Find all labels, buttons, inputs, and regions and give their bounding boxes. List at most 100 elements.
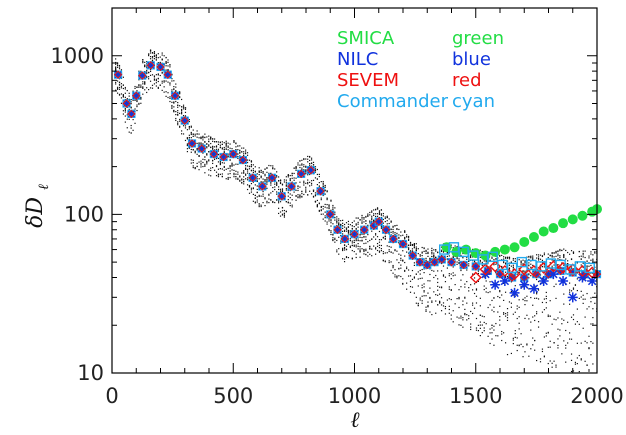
scatter-dot [336, 221, 338, 223]
scatter-dot [373, 213, 375, 215]
scatter-dot [277, 200, 280, 202]
scatter-dot [456, 316, 458, 318]
scatter-dot [202, 137, 204, 139]
curve-point-sevem [127, 109, 136, 119]
scatter-dot [124, 108, 126, 110]
scatter-dot [246, 161, 249, 164]
legend-color-label: red [452, 70, 482, 91]
scatter-dot [334, 217, 336, 219]
curve-point-nilc [423, 260, 432, 269]
scatter-dot [532, 257, 534, 259]
scatter-dot [332, 237, 334, 239]
scatter-dot [390, 251, 392, 253]
scatter-dot [285, 187, 287, 190]
scatter-dot [440, 249, 443, 251]
scatter-dot [516, 344, 518, 346]
scatter-dot [357, 221, 359, 224]
scatter-dot [582, 327, 584, 329]
scatter-dot [204, 165, 206, 167]
scatter-dot [586, 260, 588, 262]
scatter-dot [520, 264, 522, 266]
scatter-dot [124, 86, 126, 89]
scatter-dot [355, 239, 357, 242]
scatter-dot [580, 358, 582, 360]
scatter-dot [495, 271, 497, 273]
scatter-dot [309, 165, 311, 167]
scatter-dot [281, 184, 284, 186]
scatter-dot [206, 161, 208, 163]
scatter-dot [310, 184, 313, 186]
scatter-dot [433, 254, 435, 256]
point-smica [528, 232, 539, 243]
scatter-dot [326, 197, 328, 199]
scatter-dot [314, 166, 317, 168]
scatter-dot [421, 287, 423, 289]
scatter-dot [406, 236, 408, 238]
curve-point-nilc [219, 152, 228, 161]
scatter-dot [277, 180, 280, 182]
scatter-dot [188, 128, 190, 130]
scatter-dot [582, 298, 584, 300]
scatter-dot [262, 190, 264, 193]
scatter-dot [503, 261, 505, 264]
scatter-dot [285, 181, 287, 183]
scatter-dot [435, 312, 437, 314]
scatter-dot [213, 138, 216, 140]
scatter-dot [421, 246, 423, 249]
scatter-dot [493, 306, 495, 308]
curve-point-sevem [389, 234, 398, 244]
scatter-dot [359, 233, 361, 236]
scatter-dot [499, 255, 501, 257]
scatter-dot [266, 167, 268, 169]
scatter-dot [473, 307, 476, 309]
scatter-dot [357, 245, 359, 247]
scatter-dot [355, 246, 357, 248]
scatter-dot [536, 254, 538, 256]
scatter-dot [276, 171, 278, 173]
scatter-dot [330, 200, 332, 202]
scatter-dot [567, 263, 569, 265]
scatter-dot [392, 230, 394, 233]
scatter-dot [357, 226, 359, 228]
scatter-dot [355, 217, 357, 219]
scatter-dot [396, 224, 398, 227]
scatter-dot [549, 315, 551, 317]
scatter-dot [510, 265, 512, 267]
scatter-dot [276, 181, 278, 183]
scatter-dot [526, 300, 528, 302]
scatter-dot [409, 280, 412, 282]
scatter-dot [400, 254, 402, 256]
x-axis-label: ℓ [350, 408, 360, 433]
scatter-dot [374, 234, 377, 236]
scatter-dot [411, 250, 414, 252]
scatter-dot [378, 213, 381, 215]
scatter-dot [140, 102, 142, 104]
curve-point-sevem [306, 165, 316, 175]
scatter-dot [576, 278, 578, 280]
scatter-dot [392, 226, 394, 228]
scatter-dot [134, 85, 136, 88]
scatter-dot [184, 107, 187, 109]
scatter-dot [437, 270, 439, 272]
scatter-dot [182, 114, 185, 117]
scatter-dot [446, 267, 448, 269]
scatter-dot [231, 148, 233, 150]
scatter-dot [142, 87, 144, 89]
scatter-dot [173, 88, 175, 90]
scatter-dot [115, 83, 117, 85]
scatter-dot [427, 304, 429, 307]
scatter-dot [157, 80, 159, 83]
scatter-dot [124, 96, 126, 98]
scatter-dot [264, 180, 266, 182]
scatter-dot [246, 184, 249, 186]
scatter-dot [314, 169, 317, 172]
scatter-dot [417, 252, 419, 255]
scatter-dot [171, 80, 173, 82]
scatter-dot [301, 195, 303, 197]
scatter-dot [231, 164, 233, 166]
scatter-dot [365, 254, 367, 256]
scatter-dot [144, 81, 146, 83]
scatter-dot [359, 240, 361, 242]
scatter-dot [588, 257, 590, 259]
scatter-dot [390, 231, 392, 233]
